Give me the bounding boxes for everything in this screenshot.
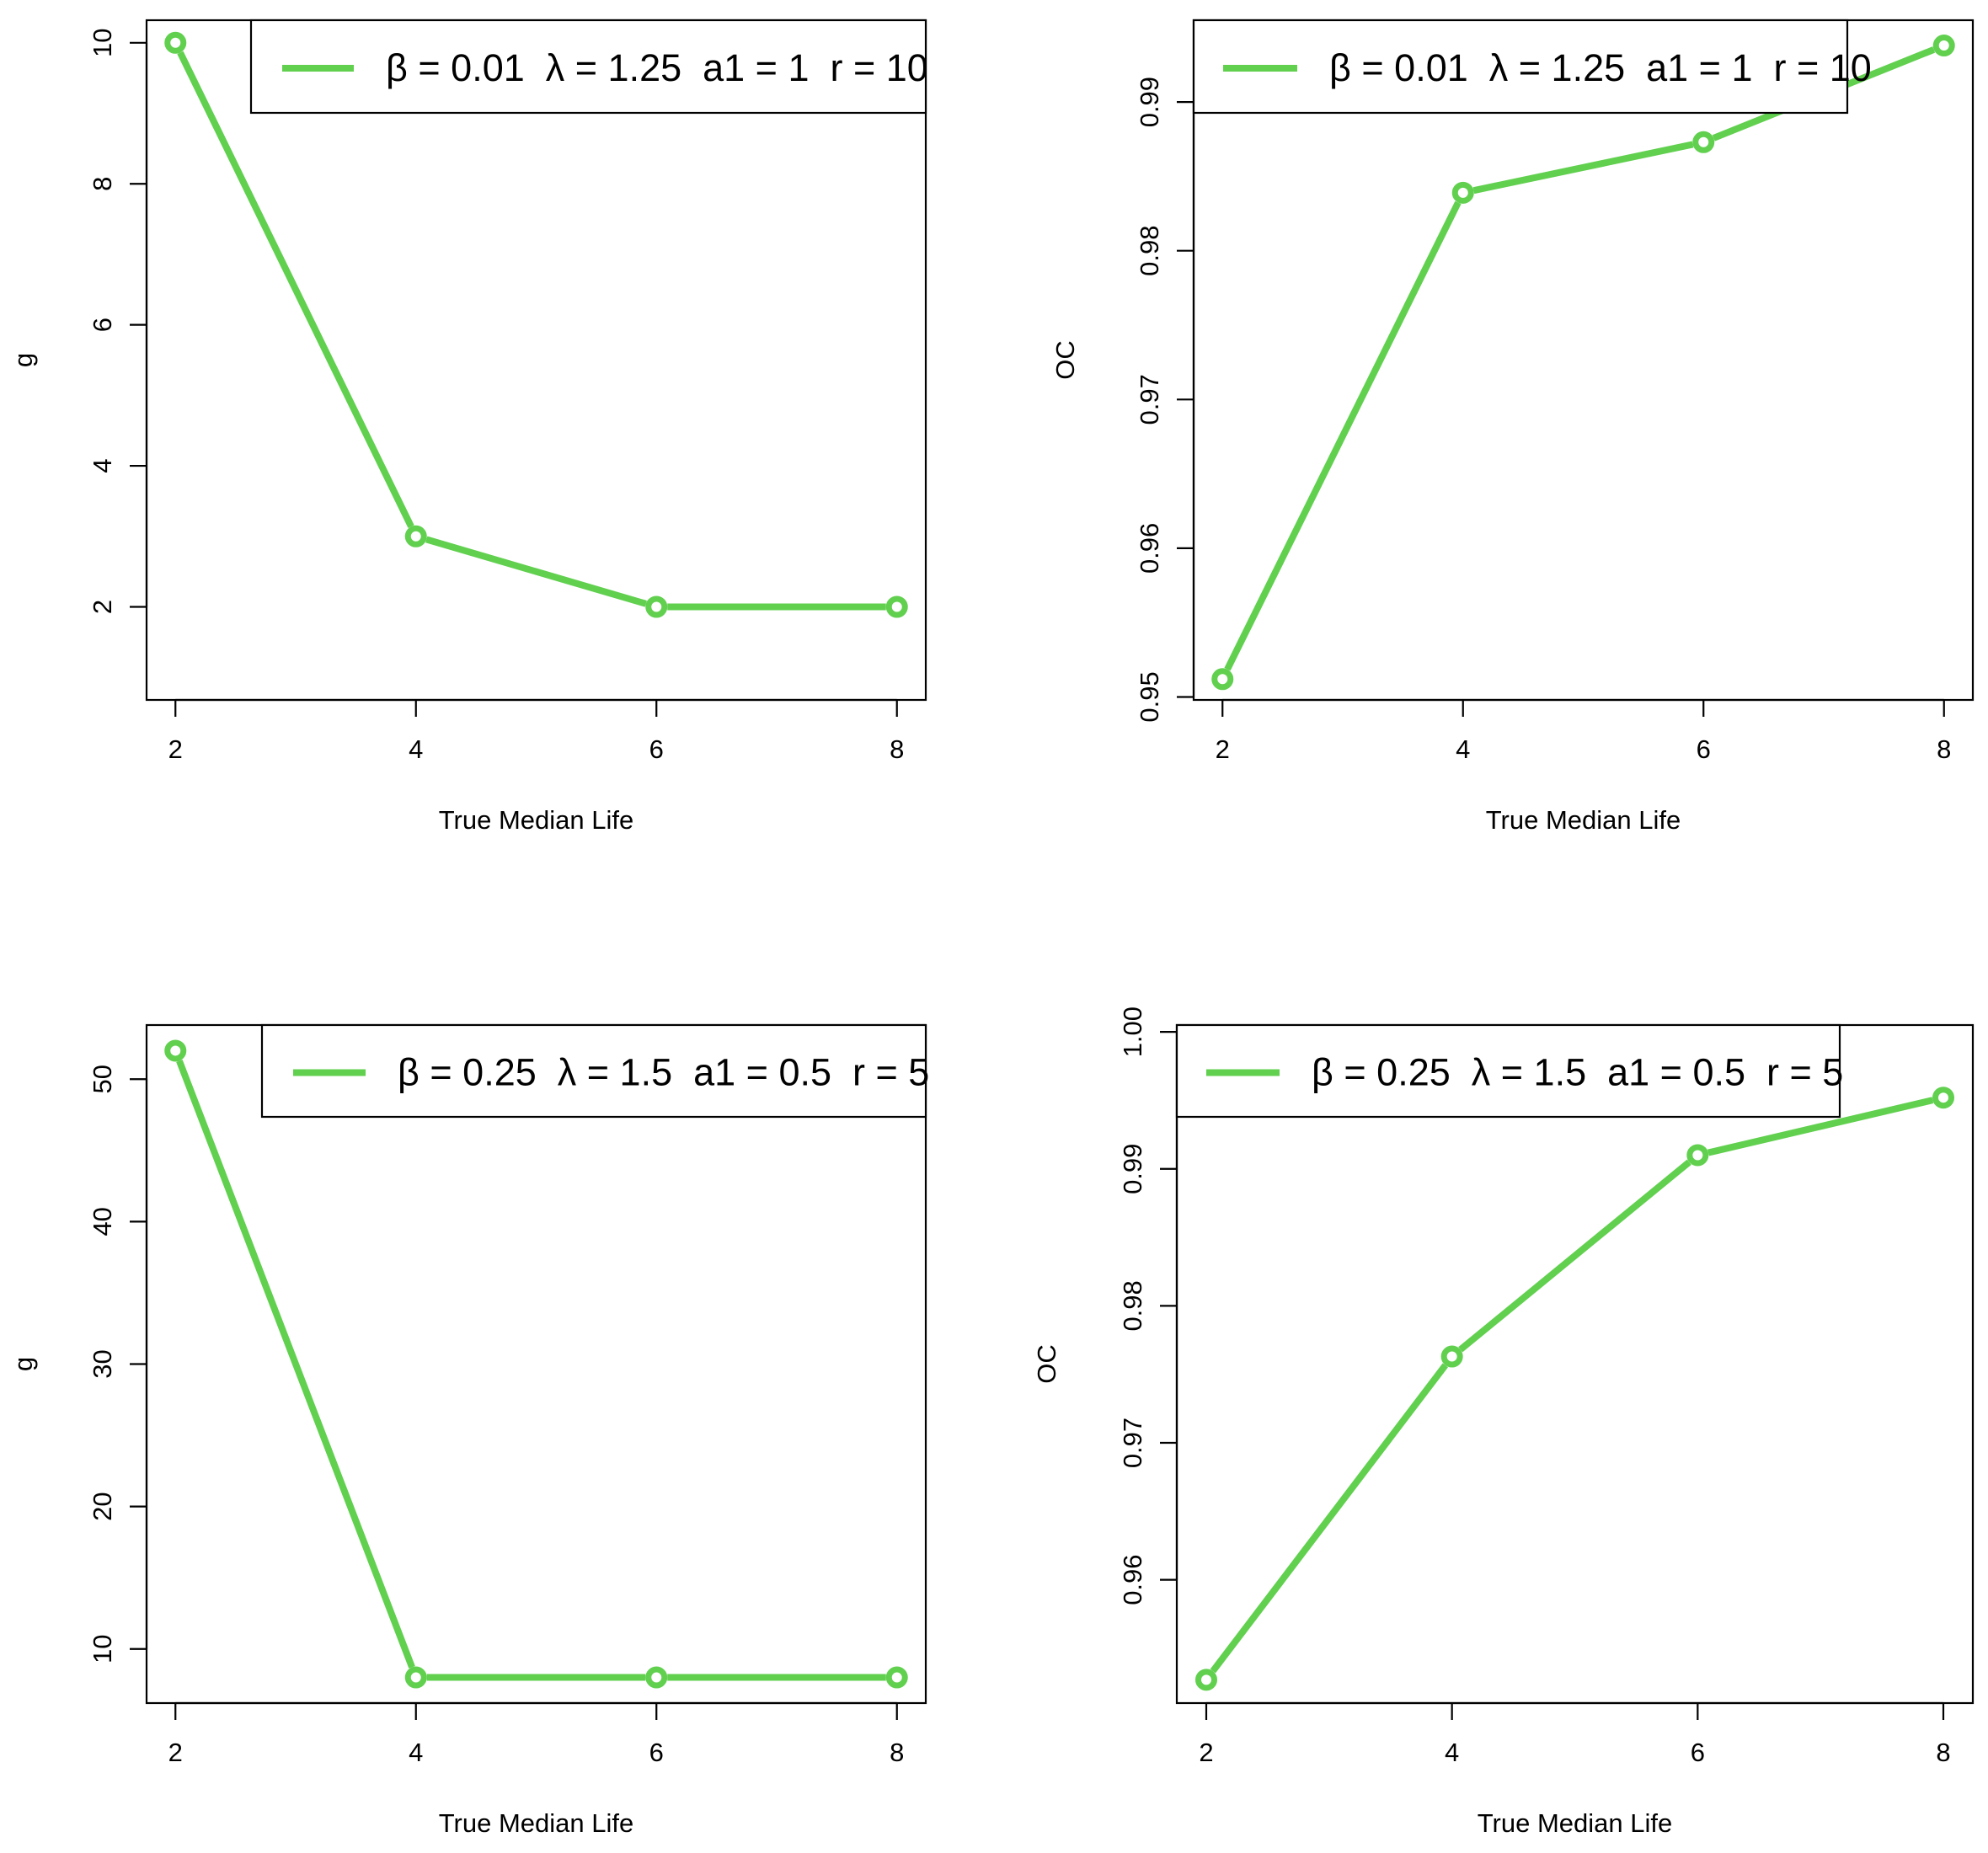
y-tick-label: 20: [88, 1492, 117, 1520]
x-tick-label: 4: [1445, 1738, 1459, 1767]
data-point: [404, 1666, 427, 1689]
y-tick-label: 50: [88, 1065, 117, 1093]
legend-label: β = 0.01 λ = 1.25 a1 = 1 r = 10: [386, 46, 928, 89]
y-tick-label: 0.96: [1135, 523, 1164, 574]
data-point: [645, 595, 668, 618]
x-tick-label: 2: [1199, 1738, 1213, 1767]
y-axis-title: OC: [1050, 340, 1080, 380]
y-tick-label: 0.98: [1118, 1280, 1147, 1331]
data-point: [164, 1039, 187, 1062]
data-point: [1932, 35, 1955, 57]
y-tick-label: 4: [88, 458, 117, 473]
chart-panel-2: 2 4 6 8 0.95 0.96 0.97 0.98 0.99 True Median Life…: [1050, 19, 1975, 835]
y-tick-label: 30: [88, 1349, 117, 1378]
y-tick-label: 10: [88, 1634, 117, 1663]
y-tick-label: 2: [88, 600, 117, 614]
y-tick-label: 0.99: [1135, 77, 1164, 127]
y-tick-label: 0.95: [1135, 671, 1164, 722]
data-point: [1451, 181, 1474, 204]
series-line-segment: [1458, 1159, 1691, 1353]
y-axis-title: OC: [1032, 1344, 1061, 1384]
data-point: [164, 31, 187, 54]
legend-box: [249, 19, 927, 115]
x-axis-title: True Median Life: [439, 1808, 633, 1838]
data-point: [404, 525, 427, 547]
legend: β = 0.01 λ = 1.25 a1 = 1 r = 10: [1192, 19, 1872, 115]
plot-frame: [1192, 19, 1975, 702]
series-line-segment: [177, 51, 414, 528]
x-axis-title: True Median Life: [1478, 1808, 1672, 1838]
x-tick-label: 6: [1691, 1738, 1705, 1767]
x-tick-label: 6: [649, 1738, 664, 1767]
legend-label: β = 0.01 λ = 1.25 a1 = 1 r = 10: [1329, 46, 1872, 89]
x-tick-label: 8: [890, 734, 904, 764]
data-point: [645, 1666, 668, 1689]
x-tick-label: 4: [409, 734, 423, 764]
y-tick-label: 1.00: [1118, 1007, 1147, 1057]
x-tick-label: 6: [1697, 734, 1711, 764]
data-point: [1440, 1345, 1463, 1368]
legend-label: β = 0.25 λ = 1.5 a1 = 0.5 r = 5: [1312, 1051, 1843, 1094]
legend: β = 0.25 λ = 1.5 a1 = 0.5 r = 5: [1175, 1023, 1843, 1119]
plot-frame: [145, 1023, 927, 1705]
legend-label: β = 0.25 λ = 1.5 a1 = 0.5 r = 5: [398, 1051, 929, 1094]
data-point: [885, 595, 908, 618]
data-point: [1211, 668, 1234, 691]
y-tick-label: 0.99: [1118, 1144, 1147, 1194]
data-point: [1686, 1144, 1709, 1167]
series-line-segment: [425, 536, 647, 607]
x-tick-label: 4: [409, 1738, 423, 1767]
data-point: [1195, 1669, 1217, 1691]
y-tick-label: 40: [88, 1207, 117, 1236]
x-tick-label: 2: [168, 734, 183, 764]
x-tick-label: 4: [1456, 734, 1470, 764]
chart-panel-4: 2 4 6 8 0.96 0.97 0.98 0.99 1.00 True Median Life…: [1032, 1007, 1975, 1838]
data-point: [1692, 131, 1715, 153]
x-tick-label: 6: [649, 734, 664, 764]
x-tick-label: 8: [1936, 1738, 1950, 1767]
y-tick-label: 8: [88, 177, 117, 191]
data-point: [885, 1666, 908, 1689]
x-axis-title: True Median Life: [439, 805, 633, 835]
x-axis-title: True Median Life: [1486, 805, 1681, 835]
x-tick-label: 2: [1216, 734, 1230, 764]
series-line-segment: [1210, 1363, 1448, 1674]
y-axis-title: g: [8, 1357, 38, 1371]
data-point: [1932, 1087, 1954, 1109]
x-tick-label: 2: [168, 1738, 183, 1767]
legend-box: [260, 1023, 927, 1119]
series-line-segment: [1224, 200, 1462, 671]
x-tick-label: 8: [890, 1738, 904, 1767]
y-tick-label: 6: [88, 318, 117, 332]
y-tick-label: 0.97: [1118, 1418, 1147, 1468]
series-line-segment: [1707, 1097, 1934, 1156]
legend-box: [1175, 1023, 1841, 1119]
legend: β = 0.25 λ = 1.5 a1 = 0.5 r = 5: [260, 1023, 929, 1119]
y-tick-label: 0.97: [1135, 374, 1164, 425]
y-tick-label: 0.98: [1135, 226, 1164, 276]
x-tick-label: 8: [1937, 734, 1951, 764]
plot-frame: [1175, 1023, 1975, 1705]
legend-box: [1192, 19, 1849, 115]
chart-panel-3: 2 4 6 8 10 20 30 40 50 True Median Life g β = 0.25 …: [8, 1023, 929, 1838]
series-line-segment: [176, 1060, 415, 1669]
legend: β = 0.01 λ = 1.25 a1 = 1 r = 10: [249, 19, 928, 115]
series-line-segment: [1472, 141, 1694, 195]
plot-frame: [145, 19, 927, 702]
y-axis-title: g: [8, 353, 38, 367]
chart-panel-1: 2 4 6 8 2 4 6 8 10 True Median Life g β = 0.01 λ = …: [8, 19, 928, 835]
y-tick-label: 10: [88, 29, 117, 57]
y-tick-label: 0.96: [1118, 1554, 1147, 1605]
